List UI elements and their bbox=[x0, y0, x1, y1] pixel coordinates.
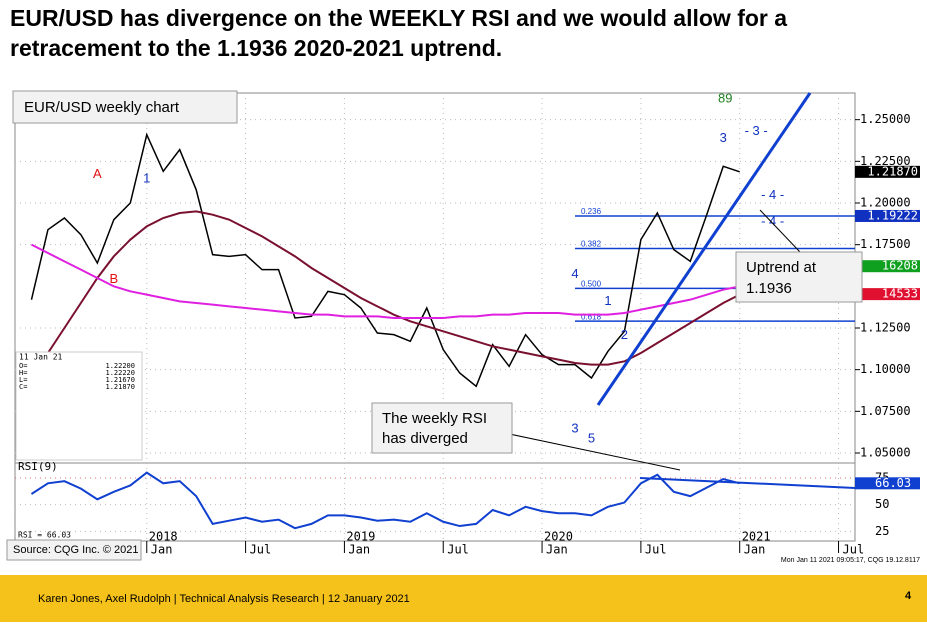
label-box bbox=[12, 90, 238, 124]
timestamp: Mon Jan 11 2021 09:05:17, CQG 19.12.8117 bbox=[781, 557, 920, 564]
price-marker-label: 1.21870 bbox=[867, 164, 918, 178]
callout-text: The weekly RSI bbox=[382, 410, 487, 427]
rsi-title: RSI(9) bbox=[18, 460, 58, 473]
chart-label: EUR/USD weekly chart bbox=[24, 99, 180, 116]
wave-label: 5 bbox=[588, 430, 595, 445]
price-marker bbox=[855, 165, 920, 178]
x-tick-label: Jul bbox=[250, 543, 272, 557]
callout-text: Uptrend at bbox=[746, 259, 817, 276]
info-value: 1.22200 bbox=[105, 362, 135, 370]
wave-label: - 4 - bbox=[761, 187, 784, 202]
wave-label: 1 bbox=[604, 293, 611, 308]
wave-label: 3 bbox=[720, 130, 727, 145]
x-tick-label: Jul bbox=[447, 543, 469, 557]
wave-label: B bbox=[109, 271, 118, 286]
year-label: 2018 bbox=[149, 530, 178, 544]
rsi-divergence-line bbox=[639, 477, 856, 489]
info-key: L= bbox=[19, 376, 27, 384]
footer-text: Karen Jones, Axel Rudolph | Technical An… bbox=[38, 593, 410, 605]
arrow bbox=[759, 209, 801, 253]
info-value: 1.22220 bbox=[105, 369, 135, 377]
rsi-marker bbox=[855, 477, 920, 490]
callout-text: has diverged bbox=[382, 430, 468, 447]
rsi-bottom-label: RSI = 66.03 bbox=[18, 531, 71, 540]
x-tick-label: Jul bbox=[843, 543, 865, 557]
source: Source: CQG Inc. © 2021 bbox=[13, 544, 139, 556]
info-value: 1.21870 bbox=[105, 383, 135, 391]
fib-label: 0.382 bbox=[581, 240, 602, 249]
wave-label: 4 bbox=[571, 266, 578, 281]
annotation: 89 bbox=[718, 90, 732, 105]
fib-label: 0.236 bbox=[581, 207, 602, 216]
x-tick-label: Jan bbox=[744, 543, 766, 557]
price-marker-label: 16208 bbox=[882, 259, 918, 273]
wave-label: A bbox=[93, 166, 102, 181]
info-key: H= bbox=[19, 369, 27, 377]
y-tick-label: 1.05000 bbox=[860, 446, 911, 460]
callout-text: 1.1936 bbox=[746, 280, 792, 297]
title-line: EUR/USD has divergence on the WEEKLY RSI… bbox=[10, 5, 787, 31]
wave-label: - 3 - bbox=[745, 123, 768, 138]
fib-label: 0.500 bbox=[581, 279, 602, 288]
arrow bbox=[499, 431, 681, 471]
wave-label: 1 bbox=[143, 170, 150, 185]
y-tick-label: 1.22500 bbox=[860, 154, 911, 168]
wave-label: - 4 - bbox=[761, 214, 784, 229]
rsi-line bbox=[30, 471, 740, 530]
info-key: O= bbox=[19, 362, 27, 370]
y-tick-label: 1.25000 bbox=[860, 112, 911, 126]
y-tick-label: 25 bbox=[875, 524, 889, 538]
price-line bbox=[30, 132, 740, 388]
price-marker bbox=[855, 260, 920, 273]
page-number: 4 bbox=[905, 590, 912, 602]
price-marker-label: 14533 bbox=[882, 287, 918, 301]
wave-label: 2 bbox=[621, 327, 628, 342]
callout bbox=[735, 251, 863, 303]
title-line: retracement to the 1.1936 2020-2021 uptr… bbox=[10, 35, 502, 61]
x-tick-label: Jan bbox=[151, 543, 173, 557]
callout bbox=[371, 402, 513, 454]
rsi-marker-label: 66.03 bbox=[875, 476, 911, 490]
price-marker bbox=[855, 288, 920, 301]
moving-average bbox=[30, 210, 741, 371]
footer-bar bbox=[0, 575, 927, 622]
year-label: 2019 bbox=[346, 530, 375, 544]
info-key: C= bbox=[19, 383, 27, 391]
y-tick-label: 1.10000 bbox=[860, 362, 911, 376]
y-tick-label: 1.17500 bbox=[860, 237, 911, 251]
price-marker-label: 1.19222 bbox=[867, 208, 918, 222]
info-value: 1.21670 bbox=[105, 376, 135, 384]
y-tick-label: 1.07500 bbox=[860, 404, 911, 418]
source-box bbox=[6, 539, 142, 561]
year-label: 2020 bbox=[544, 530, 573, 544]
price-marker bbox=[855, 209, 920, 222]
moving-average bbox=[31, 243, 740, 319]
fib-label: 0.618 bbox=[581, 312, 602, 321]
x-tick-label: Jan bbox=[546, 543, 568, 557]
year-label: 2021 bbox=[742, 530, 771, 544]
wave-label: 3 bbox=[571, 420, 578, 435]
y-tick-label: 1.20000 bbox=[860, 196, 911, 210]
x-tick-label: Jan bbox=[348, 543, 370, 557]
x-tick-label: Jul bbox=[645, 543, 667, 557]
info-box bbox=[15, 351, 143, 461]
y-tick-label: 50 bbox=[875, 497, 889, 511]
y-tick-label: 1.12500 bbox=[860, 321, 911, 335]
uptrend-line bbox=[596, 92, 812, 406]
info-date: 11 Jan 21 bbox=[19, 353, 63, 362]
